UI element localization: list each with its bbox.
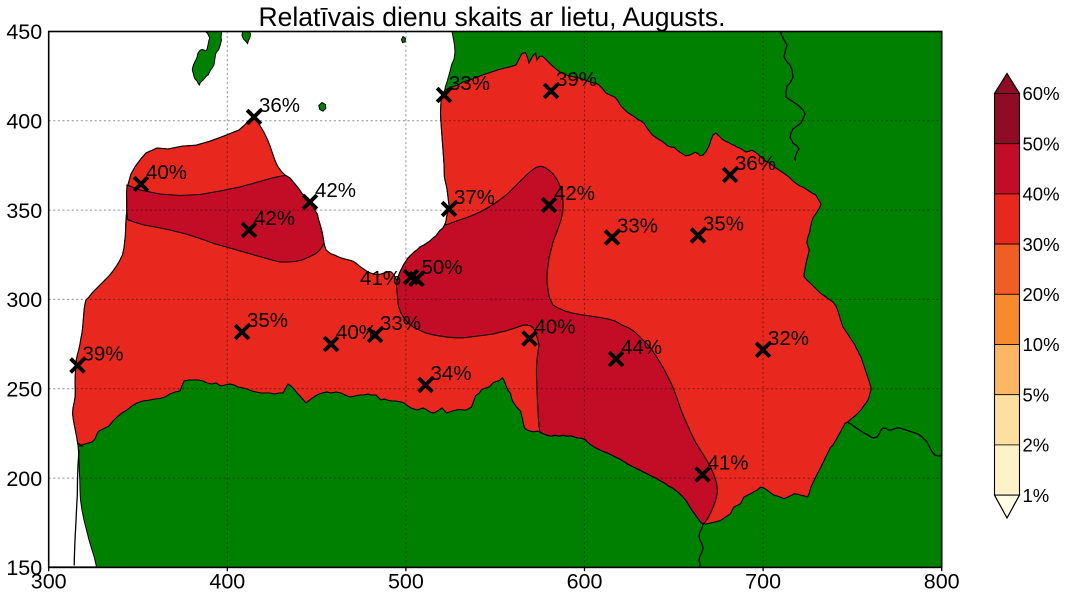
svg-text:41%: 41% [360, 267, 401, 290]
svg-text:5%: 5% [1023, 384, 1050, 405]
svg-text:350: 350 [6, 199, 42, 223]
svg-text:33%: 33% [617, 215, 658, 238]
svg-text:2%: 2% [1023, 435, 1050, 456]
svg-text:500: 500 [388, 570, 424, 594]
svg-text:700: 700 [745, 570, 781, 594]
svg-text:40%: 40% [1023, 184, 1060, 205]
svg-text:50%: 50% [422, 256, 463, 279]
svg-text:600: 600 [567, 570, 603, 594]
svg-text:450: 450 [6, 20, 42, 44]
svg-text:Relatīvais dienu skaits ar lie: Relatīvais dienu skaits ar lietu, August… [259, 2, 726, 32]
svg-text:10%: 10% [1023, 334, 1060, 355]
svg-text:39%: 39% [83, 343, 124, 366]
svg-text:34%: 34% [431, 362, 472, 385]
svg-text:37%: 37% [454, 186, 495, 209]
svg-text:1%: 1% [1023, 485, 1050, 506]
svg-text:35%: 35% [247, 309, 288, 332]
svg-text:42%: 42% [315, 179, 356, 202]
svg-text:33%: 33% [449, 72, 490, 95]
svg-text:400: 400 [209, 570, 245, 594]
svg-text:150: 150 [6, 556, 42, 580]
svg-text:36%: 36% [735, 152, 776, 175]
svg-text:50%: 50% [1023, 133, 1060, 154]
svg-text:400: 400 [6, 110, 42, 134]
svg-text:30%: 30% [1023, 234, 1060, 255]
svg-text:60%: 60% [1023, 83, 1060, 104]
svg-text:40%: 40% [336, 321, 377, 344]
svg-text:20%: 20% [1023, 284, 1060, 305]
svg-text:41%: 41% [708, 452, 749, 475]
svg-text:300: 300 [6, 288, 42, 312]
svg-text:42%: 42% [254, 207, 295, 230]
svg-text:36%: 36% [259, 94, 300, 117]
svg-text:250: 250 [6, 378, 42, 402]
svg-text:35%: 35% [703, 213, 744, 236]
svg-text:33%: 33% [380, 312, 421, 335]
svg-text:32%: 32% [768, 327, 809, 350]
svg-text:42%: 42% [554, 182, 595, 205]
svg-text:40%: 40% [146, 161, 187, 184]
svg-text:39%: 39% [556, 68, 597, 91]
svg-text:300: 300 [31, 570, 67, 594]
svg-text:800: 800 [924, 570, 960, 594]
svg-text:200: 200 [6, 467, 42, 491]
svg-text:40%: 40% [535, 316, 576, 339]
svg-text:44%: 44% [621, 336, 662, 359]
